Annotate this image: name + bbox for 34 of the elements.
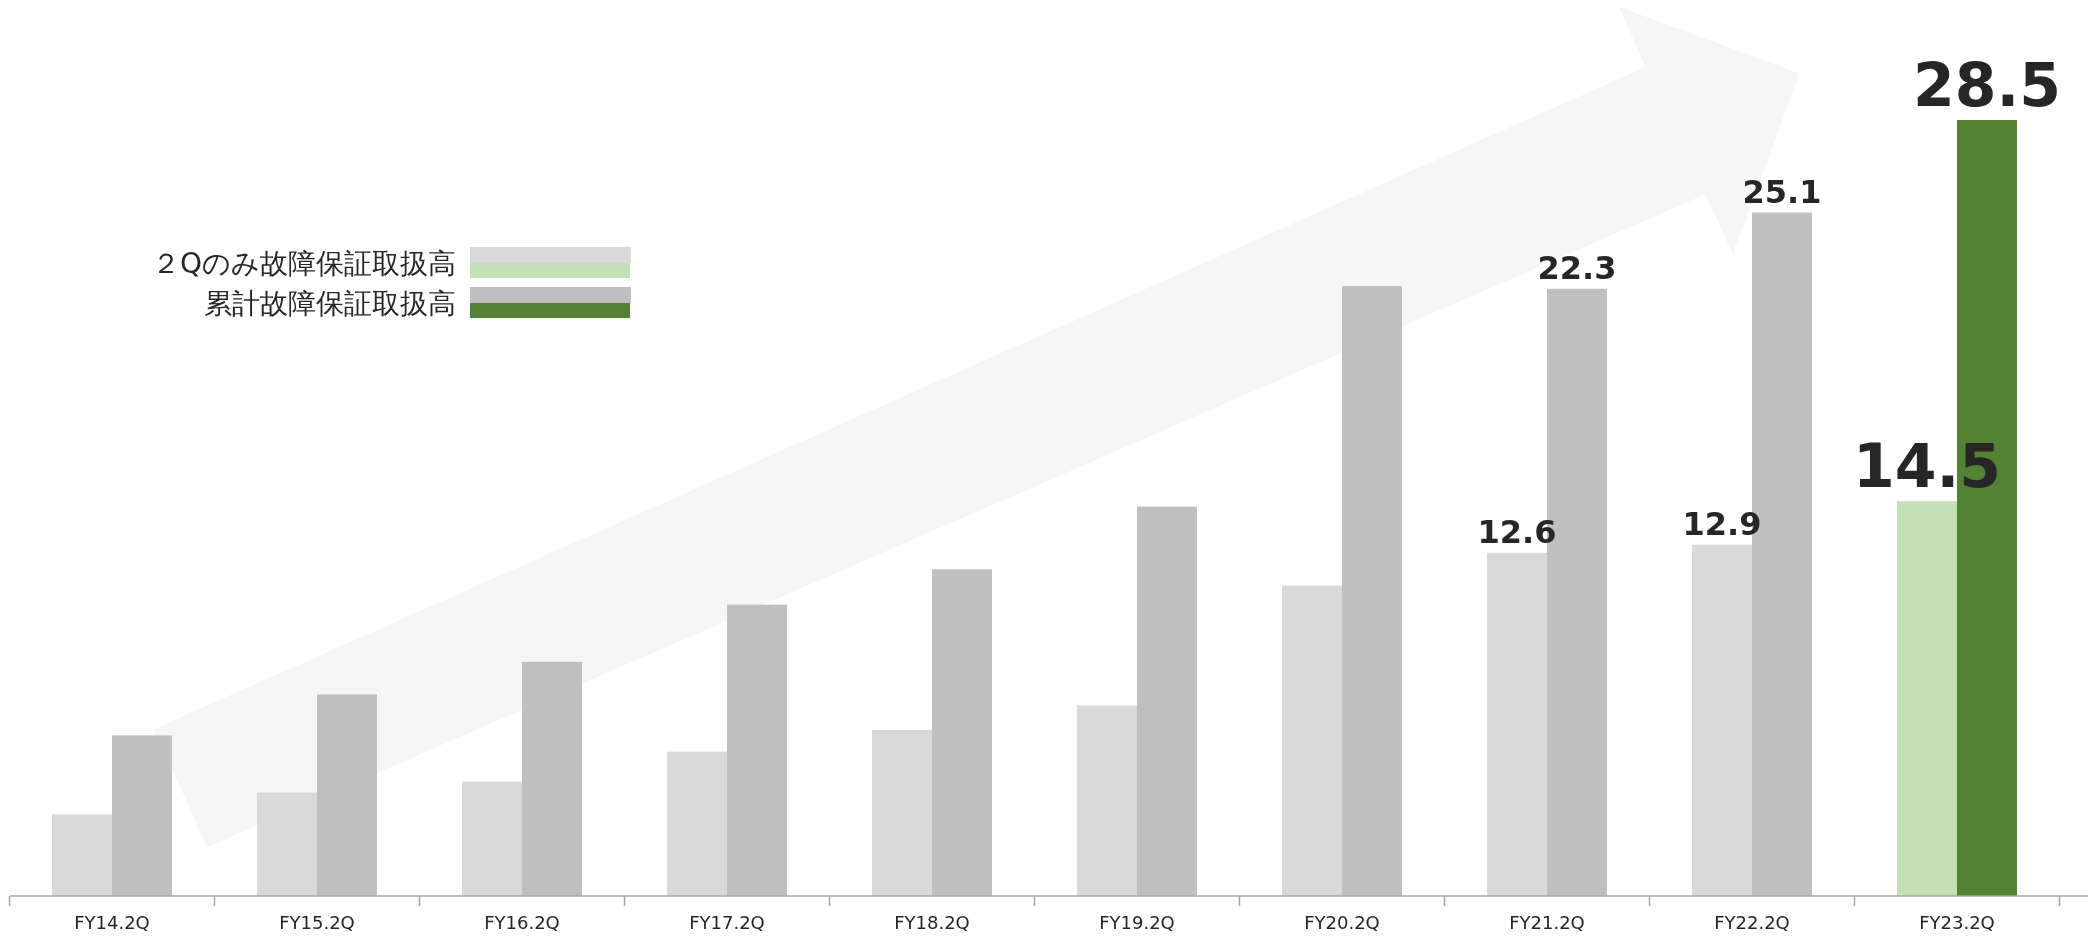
x-tick-label: FY20.2Q <box>1304 912 1380 933</box>
bar <box>257 792 317 896</box>
x-tick-label: FY21.2Q <box>1509 912 1585 933</box>
bar <box>462 781 522 896</box>
bar <box>1897 501 1957 896</box>
legend-label: 累計故障保証取扱高 <box>204 287 456 320</box>
bar <box>932 569 992 896</box>
x-tick-label: FY16.2Q <box>484 912 560 933</box>
bar <box>1487 552 1547 896</box>
bar <box>317 694 377 896</box>
x-tick-label: FY17.2Q <box>689 912 765 933</box>
data-label: 22.3 <box>1537 248 1617 287</box>
bar <box>1282 585 1342 896</box>
data-label: 12.6 <box>1477 512 1557 551</box>
bar <box>1137 506 1197 896</box>
bar <box>52 814 112 896</box>
bar <box>1692 544 1752 896</box>
legend-label: ２Qのみ故障保証取扱高 <box>151 247 456 280</box>
x-tick-label: FY14.2Q <box>74 912 150 933</box>
x-tick-label: FY18.2Q <box>894 912 970 933</box>
x-tick-label: FY15.2Q <box>279 912 355 933</box>
bar <box>1342 286 1402 896</box>
data-label: 12.9 <box>1682 504 1762 543</box>
bar <box>1077 705 1137 896</box>
data-label: 25.1 <box>1742 172 1822 211</box>
bar <box>872 729 932 896</box>
x-tick-label: FY23.2Q <box>1919 912 1995 933</box>
x-tick-label: FY22.2Q <box>1714 912 1790 933</box>
bar <box>667 751 727 896</box>
data-label: 28.5 <box>1912 50 2062 120</box>
bar <box>112 735 172 896</box>
bar <box>522 661 582 896</box>
x-tick-label: FY19.2Q <box>1099 912 1175 933</box>
bar <box>727 604 787 896</box>
